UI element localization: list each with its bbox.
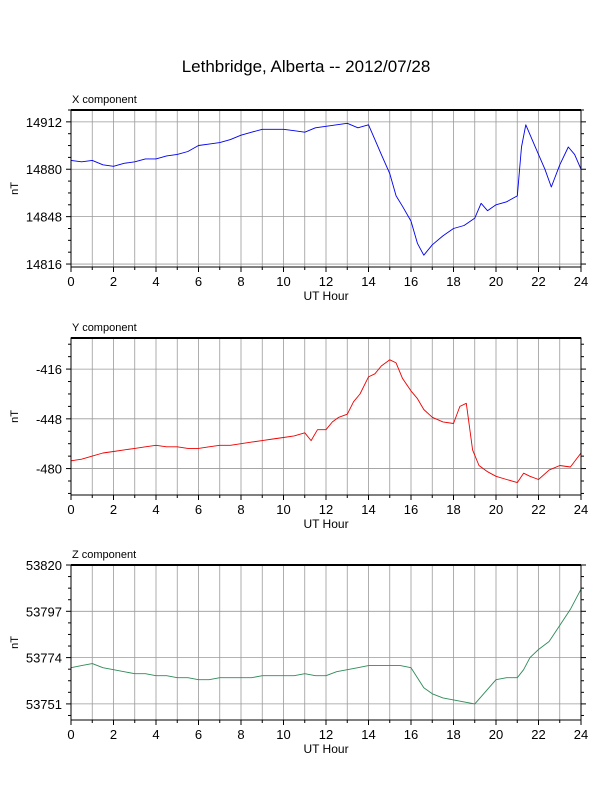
x-tick-label: 4 <box>152 502 159 517</box>
x-tick-label: 2 <box>110 727 117 742</box>
x-tick-label: 22 <box>531 502 545 517</box>
y-tick-label: 53820 <box>26 558 62 573</box>
x-tick-label: 22 <box>531 274 545 289</box>
x-tick-label: 2 <box>110 274 117 289</box>
y-tick-label: 14848 <box>26 210 62 225</box>
x-tick-label: 8 <box>237 274 244 289</box>
x-tick-label: 12 <box>319 274 333 289</box>
x-tick-label: 18 <box>446 502 460 517</box>
panel-title: X component <box>72 94 137 106</box>
x-tick-label: 8 <box>237 502 244 517</box>
y-tick-label: -480 <box>36 462 62 477</box>
x-axis-label: UT Hour <box>303 289 348 303</box>
y-axis-label: nT <box>9 410 21 423</box>
y-tick-label: 14880 <box>26 162 62 177</box>
x-tick-label: 8 <box>237 727 244 742</box>
y-tick-label: 14912 <box>26 115 62 130</box>
x-tick-label: 20 <box>489 727 503 742</box>
x-tick-label: 12 <box>319 727 333 742</box>
x-tick-label: 16 <box>404 727 418 742</box>
y-tick-label: 53797 <box>26 604 62 619</box>
x-tick-label: 16 <box>404 502 418 517</box>
x-tick-label: 4 <box>152 727 159 742</box>
x-axis-label: UT Hour <box>303 742 348 756</box>
x-tick-label: 6 <box>195 502 202 517</box>
x-tick-label: 0 <box>67 727 74 742</box>
x-tick-label: 0 <box>67 502 74 517</box>
series-line <box>70 122 582 256</box>
panel-title: Y component <box>72 322 137 334</box>
x-tick-label: 10 <box>276 274 290 289</box>
x-tick-label: 20 <box>489 274 503 289</box>
x-tick-label: 14 <box>361 274 375 289</box>
x-tick-label: 24 <box>574 274 588 289</box>
x-tick-label: 18 <box>446 274 460 289</box>
x-tick-label: 12 <box>319 502 333 517</box>
x-tick-label: 14 <box>361 502 375 517</box>
x-tick-label: 20 <box>489 502 503 517</box>
x-tick-label: 14 <box>361 727 375 742</box>
x-tick-label: 10 <box>276 727 290 742</box>
y-tick-label: 53751 <box>26 697 62 712</box>
x-tick-label: 10 <box>276 502 290 517</box>
y-tick-label: -416 <box>36 362 62 377</box>
x-tick-label: 2 <box>110 502 117 517</box>
y-tick-label: -448 <box>36 412 62 427</box>
series-line <box>70 359 582 484</box>
x-tick-label: 24 <box>574 502 588 517</box>
x-tick-label: 6 <box>195 727 202 742</box>
x-tick-label: 22 <box>531 727 545 742</box>
x-tick-label: 4 <box>152 274 159 289</box>
x-tick-label: 18 <box>446 727 460 742</box>
x-tick-label: 16 <box>404 274 418 289</box>
x-tick-label: 0 <box>67 274 74 289</box>
panel-title: Z component <box>72 549 136 561</box>
y-tick-label: 53774 <box>26 651 62 666</box>
x-tick-label: 24 <box>574 727 588 742</box>
y-axis-label: nT <box>9 182 21 195</box>
series-line <box>70 588 582 705</box>
y-tick-label: 14816 <box>26 257 62 272</box>
y-axis-label: nT <box>9 636 21 649</box>
x-axis-label: UT Hour <box>303 517 348 531</box>
page-title: Lethbridge, Alberta -- 2012/07/28 <box>181 57 431 76</box>
x-tick-label: 6 <box>195 274 202 289</box>
